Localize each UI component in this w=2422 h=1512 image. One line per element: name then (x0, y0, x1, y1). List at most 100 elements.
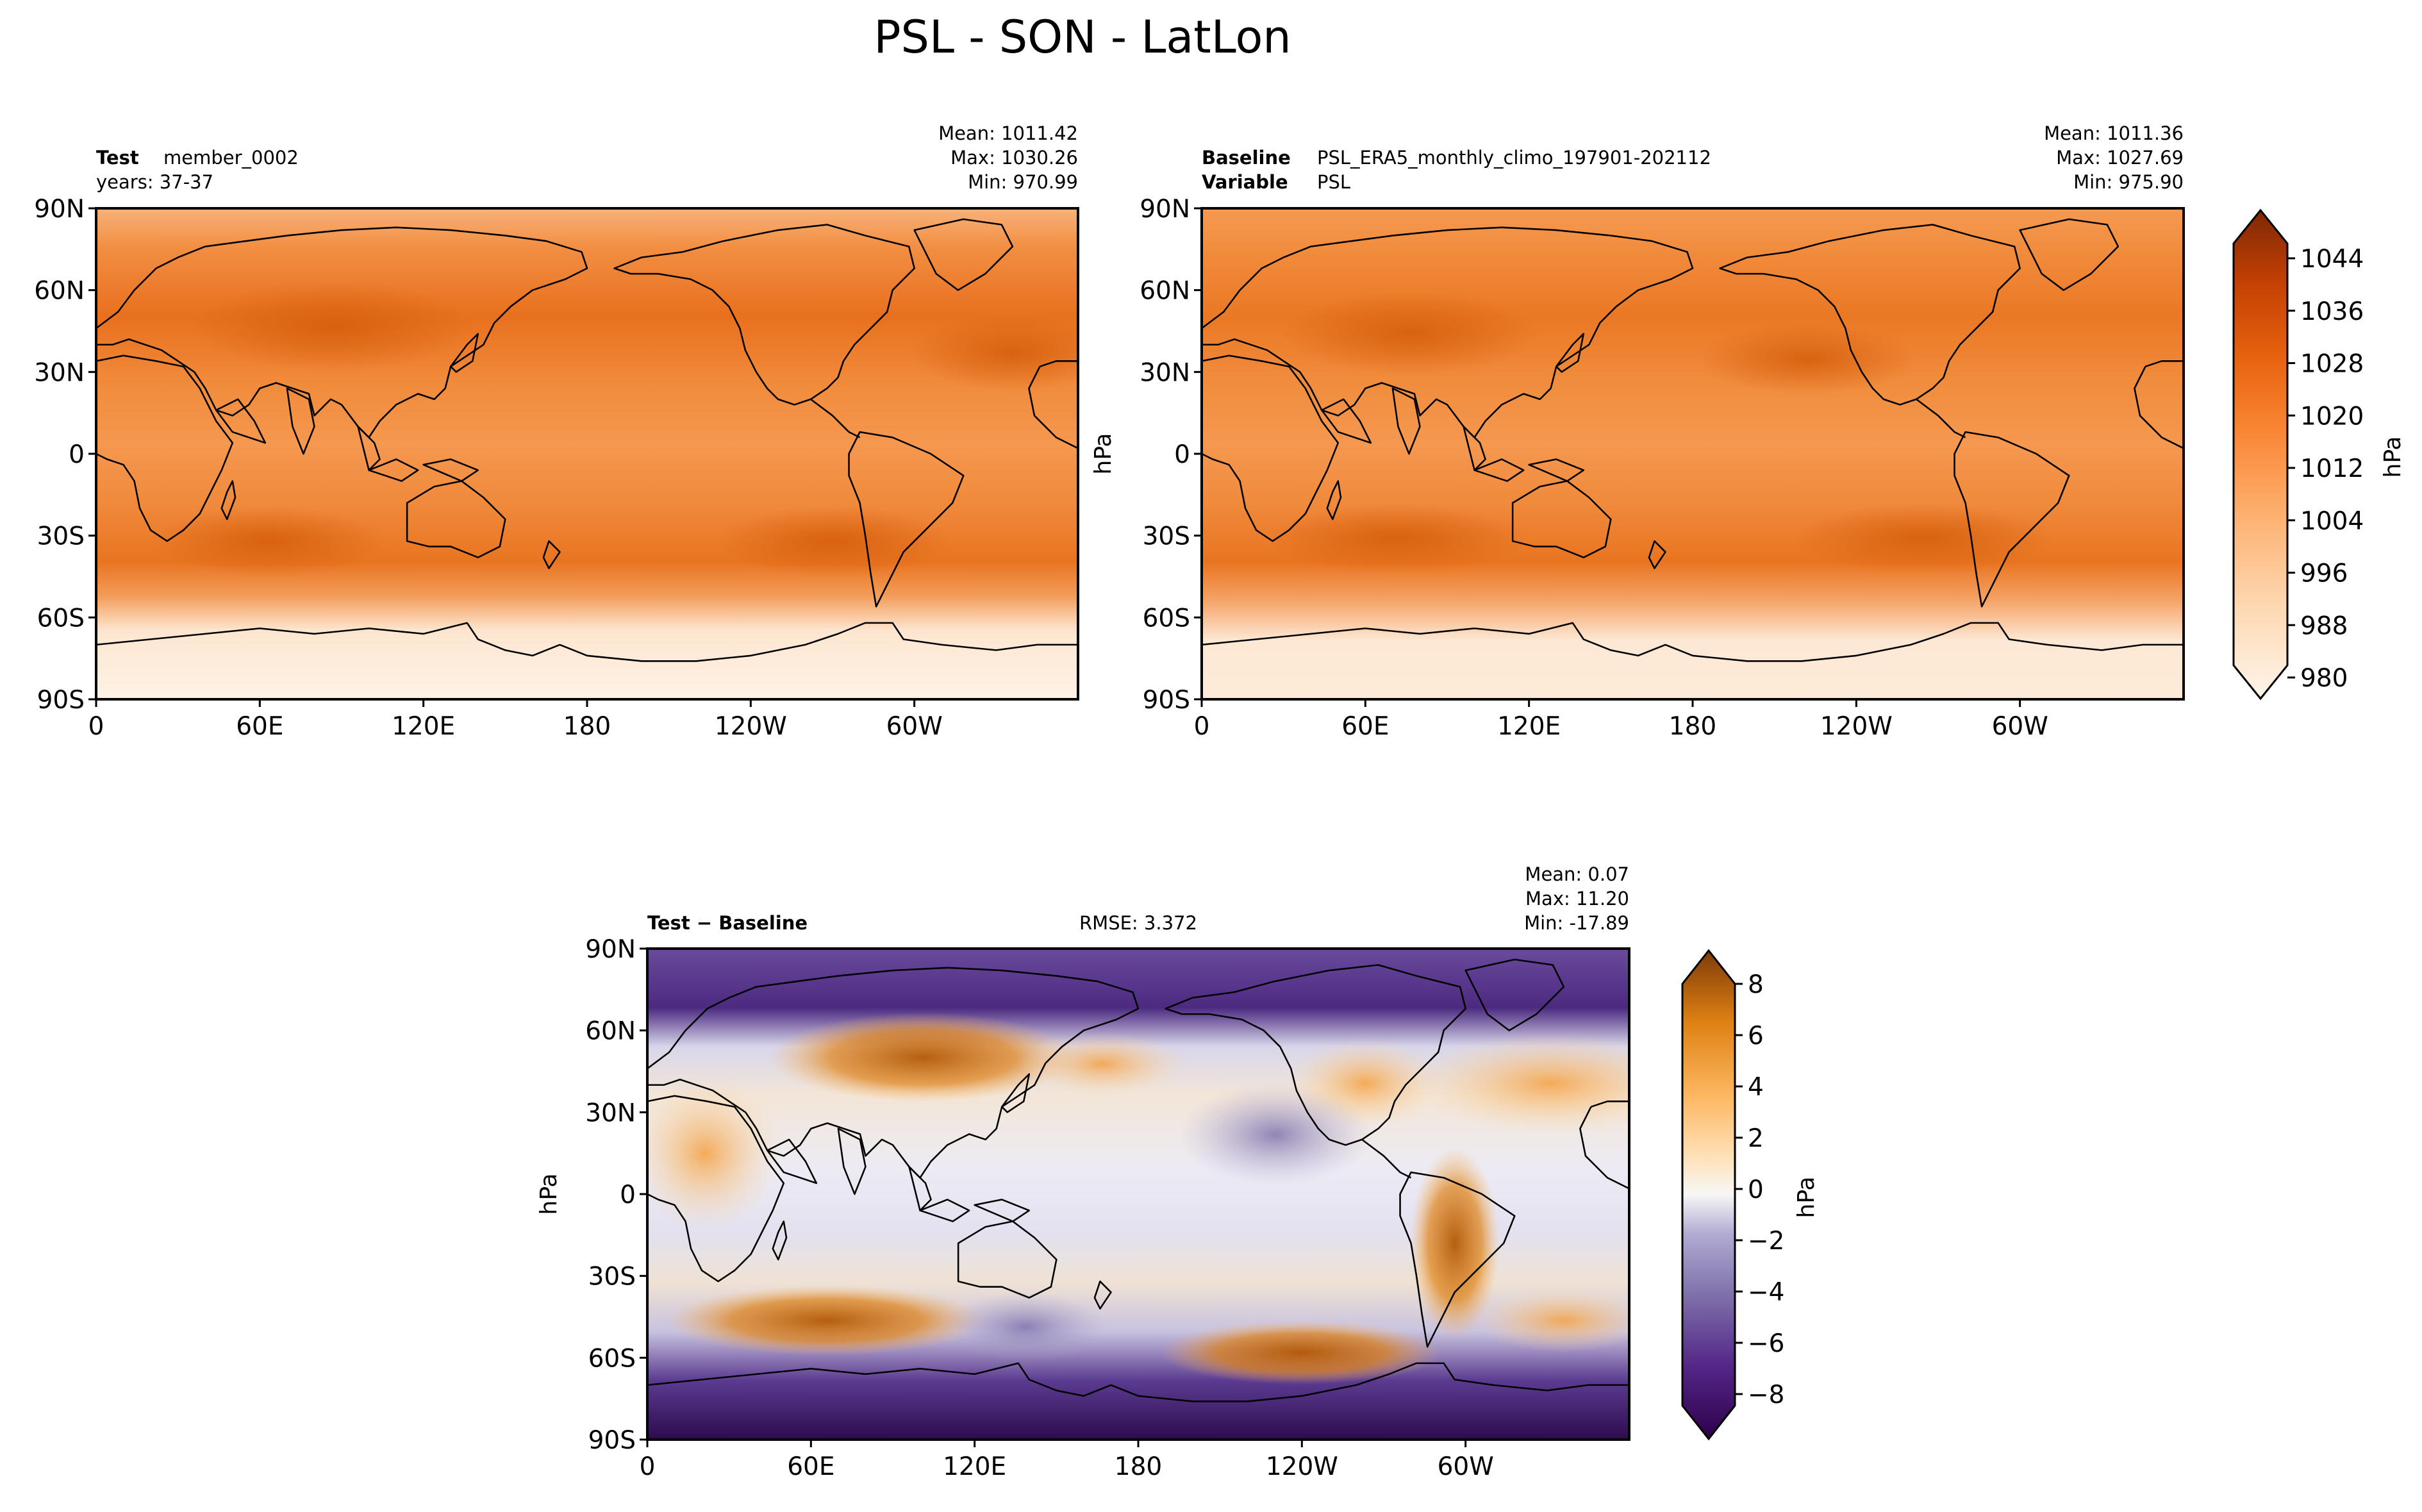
baseline-label-value: PSL_ERA5_monthly_climo_197901-202112 (1317, 147, 1711, 169)
baseline-ytick-label: 60S (1143, 604, 1190, 633)
baseline-label-bold: Baseline (1202, 147, 1291, 169)
diff-ytick-label: 60S (588, 1344, 636, 1373)
diff-ytick-label: 30S (588, 1263, 636, 1292)
colorbar-psl-tick-label: 996 (2300, 560, 2348, 588)
test-ytick-label: 90N (34, 195, 85, 224)
diff-neg-central-pacific (1179, 1083, 1372, 1186)
test-xtick-label: 120E (392, 712, 455, 741)
diff-pos-south-america (1410, 1147, 1500, 1340)
test-ytick-label: 60S (37, 604, 85, 633)
colorbar-diff-ticks: 8 6 4 2 0 −2 −4 −6 −8 (1735, 970, 1785, 1409)
colorbar-diff-tick-label: −4 (1748, 1278, 1785, 1307)
colorbar-diff-tick-label: 8 (1748, 970, 1764, 999)
colorbar-psl-tick-label: 1004 (2300, 507, 2364, 536)
colorbar-diff-body (1681, 949, 1736, 1441)
colorbar-psl-label: hPa (2380, 436, 2406, 478)
colorbar-diff-tick-label: −6 (1748, 1329, 1785, 1358)
colorbar-diff-tick-label: 4 (1748, 1073, 1764, 1102)
diff-xtick-label: 180 (1115, 1452, 1162, 1481)
baseline-stat-mean: Mean: 1011.36 (2044, 122, 2184, 144)
test-ytick-label: 90S (37, 686, 85, 715)
baseline-ylabel: hPa (1090, 433, 1116, 475)
diff-xtick-label: 60E (787, 1452, 834, 1481)
test-stat-max: Max: 1030.26 (950, 147, 1078, 169)
diff-xtick-label: 0 (640, 1452, 656, 1481)
baseline-ytick-label: 0 (1174, 440, 1190, 469)
test-ytick-label: 60N (34, 277, 85, 306)
test-years: years: 37-37 (96, 171, 213, 193)
baseline-xtick-label: 0 (1194, 712, 1210, 741)
baseline-x-axis: 0 60E 120E 180 120W 60W (1194, 699, 2048, 741)
test-high-atlantic (910, 314, 1078, 391)
baseline-y-axis: 90N 60N 30N 0 30S 60S 90S (1140, 195, 1202, 715)
baseline-ytick-label: 30S (1143, 522, 1190, 551)
baseline-stat-min: Min: 975.90 (2073, 171, 2184, 193)
baseline-high-s-pacific (1795, 503, 2051, 574)
baseline-xtick-label: 180 (1669, 712, 1716, 741)
diff-ytick-label: 30N (585, 1099, 636, 1127)
baseline-xtick-label: 120E (1497, 712, 1561, 741)
test-ytick-label: 30S (37, 522, 85, 551)
colorbar-psl: 1044 1036 1028 1020 1012 1004 996 988 980 hPa (2232, 208, 2406, 701)
diff-ytick-label: 60N (585, 1017, 636, 1046)
colorbar-psl-tick-label: 1028 (2300, 350, 2364, 379)
test-label-value: member_0002 (163, 147, 299, 169)
diff-pos-south-indian (667, 1285, 987, 1356)
diff-ytick-label: 0 (620, 1181, 636, 1209)
colorbar-psl-tick-label: 1036 (2300, 297, 2364, 326)
diff-xtick-label: 60W (1438, 1452, 1494, 1481)
baseline-ytick-label: 90N (1140, 195, 1190, 224)
baseline-ytick-label: 60N (1140, 277, 1190, 306)
test-stat-min: Min: 970.99 (968, 171, 1078, 193)
test-xtick-label: 180 (563, 712, 611, 741)
baseline-high-asia (1282, 292, 1538, 375)
diff-stat-min: Min: -17.89 (1524, 912, 1629, 934)
diff-ylabel: hPa (536, 1174, 562, 1215)
baseline-high-pacific (1698, 324, 1916, 394)
colorbar-diff-tick-label: 6 (1748, 1022, 1764, 1051)
colorbar-psl-tick-label: 1020 (2300, 402, 2364, 431)
colorbar-diff-tick-label: 0 (1748, 1176, 1764, 1204)
colorbar-psl-ticks: 1044 1036 1028 1020 1012 1004 996 988 980 (2287, 245, 2364, 693)
baseline-variable-bold: Variable (1202, 171, 1288, 193)
diff-pos-south-pacific (1160, 1320, 1442, 1384)
test-xtick-label: 120W (715, 712, 787, 741)
diff-y-axis: 90N 60N 30N 0 30S 60S 90S (585, 935, 647, 1455)
test-stat-mean: Mean: 1011.42 (938, 122, 1078, 144)
diff-stat-max: Max: 11.20 (1525, 888, 1629, 910)
test-high-s-indian (154, 506, 385, 577)
baseline-high-s-indian (1269, 503, 1525, 574)
baseline-stat-max: Max: 1027.69 (2056, 147, 2184, 169)
test-high-s-pacific (718, 506, 949, 577)
colorbar-psl-tick-label: 988 (2300, 611, 2348, 640)
diff-rmse: RMSE: 3.372 (1079, 912, 1197, 934)
colorbar-diff-tick-label: 2 (1748, 1124, 1764, 1153)
diff-pos-north-atlantic (1410, 1032, 1629, 1134)
colorbar-psl-tick-label: 1044 (2300, 245, 2364, 274)
difference-panel: Test − Baseline RMSE: 3.372 Mean: 0.07 M… (536, 863, 1630, 1481)
diff-pos-south-atlantic (1474, 1288, 1629, 1352)
baseline-ytick-label: 30N (1140, 358, 1190, 387)
test-high-siberia (192, 282, 474, 372)
figure-title: PSL - SON - LatLon (874, 11, 1291, 63)
test-ytick-label: 30N (34, 358, 85, 387)
baseline-ytick-label: 90S (1143, 686, 1190, 715)
test-label-bold: Test (96, 147, 139, 169)
test-xtick-label: 60E (236, 712, 283, 741)
colorbar-diff-tick-label: −2 (1748, 1227, 1785, 1256)
baseline-xtick-label: 60E (1341, 712, 1389, 741)
diff-neg-south-pacific (942, 1292, 1109, 1362)
diff-ytick-label: 90S (588, 1426, 636, 1455)
diff-xtick-label: 120E (943, 1452, 1006, 1481)
test-xtick-label: 0 (88, 712, 104, 741)
colorbar-psl-body (2232, 208, 2289, 701)
test-y-axis: 90N 60N 30N 0 30S 60S 90S (34, 195, 96, 715)
diff-stat-mean: Mean: 0.07 (1525, 863, 1629, 885)
baseline-variable-value: PSL (1317, 171, 1350, 193)
diff-label-bold: Test − Baseline (647, 912, 808, 934)
baseline-xtick-label: 120W (1820, 712, 1893, 741)
baseline-panel: Baseline PSL_ERA5_monthly_climo_197901-2… (1090, 122, 2185, 741)
diff-x-axis: 0 60E 120E 180 120W 60W (640, 1440, 1494, 1481)
colorbar-diff-tick-label: −8 (1748, 1381, 1785, 1409)
